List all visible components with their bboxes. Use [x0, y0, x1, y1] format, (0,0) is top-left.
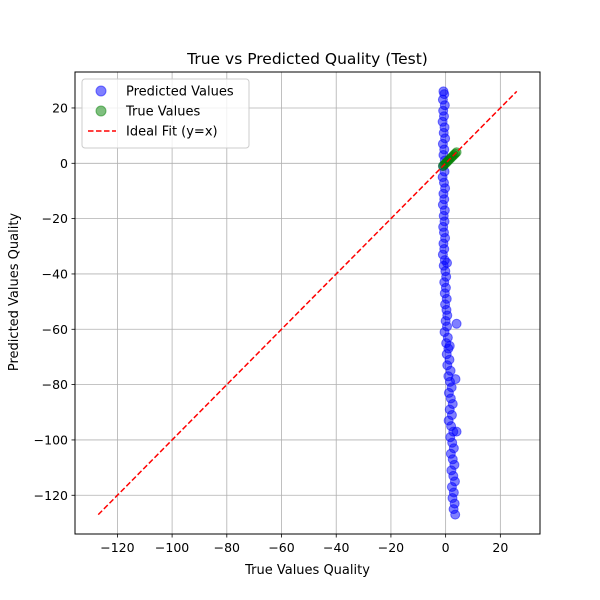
y-tick-label: −60	[42, 322, 68, 337]
chart-title: True vs Predicted Quality (Test)	[186, 50, 428, 68]
predicted-point	[450, 509, 461, 520]
legend-frame	[81, 78, 250, 149]
legend-label-true: True Values	[125, 105, 200, 120]
legend: Predicted Values True Values Ideal Fit (…	[81, 78, 250, 149]
x-tick-label: 0	[442, 540, 450, 555]
predicted-point	[444, 340, 455, 351]
x-tick-label: 20	[492, 540, 508, 555]
predicted-point	[442, 257, 452, 268]
legend-marker-true	[95, 105, 107, 117]
axis-ticks: −120 −100 −80 −60 −40 −20 0 20 −120 −100 −80 −60 −40…	[34, 100, 509, 555]
predicted-point	[451, 426, 462, 437]
y-tick-label: −120	[34, 488, 68, 503]
x-tick-label: −20	[378, 540, 404, 555]
y-axis-label: Predicted Values Quality	[7, 213, 22, 372]
x-tick-label: −80	[214, 540, 240, 555]
legend-label-ideal: Ideal Fit (y=x)	[126, 125, 218, 140]
y-tick-label: −100	[34, 432, 68, 447]
x-axis-label: True Values Quality	[244, 563, 370, 578]
x-tick-label: −120	[100, 540, 134, 555]
plot-data	[97, 86, 518, 520]
predicted-point	[450, 374, 461, 385]
y-tick-label: −40	[42, 266, 68, 281]
y-tick-label: 0	[60, 156, 68, 171]
plot-frame	[74, 71, 541, 535]
legend-label-predicted: Predicted Values	[126, 85, 234, 100]
ideal-fit-line	[97, 90, 518, 516]
x-tick-label: −100	[155, 540, 189, 555]
grid	[75, 72, 540, 534]
predicted-point	[451, 318, 462, 329]
x-tick-label: −60	[268, 540, 294, 555]
y-tick-label: −20	[42, 211, 68, 226]
y-tick-label: 20	[52, 100, 68, 115]
legend-marker-predicted	[95, 85, 107, 97]
x-tick-label: −40	[323, 540, 349, 555]
y-tick-label: −80	[42, 377, 68, 392]
